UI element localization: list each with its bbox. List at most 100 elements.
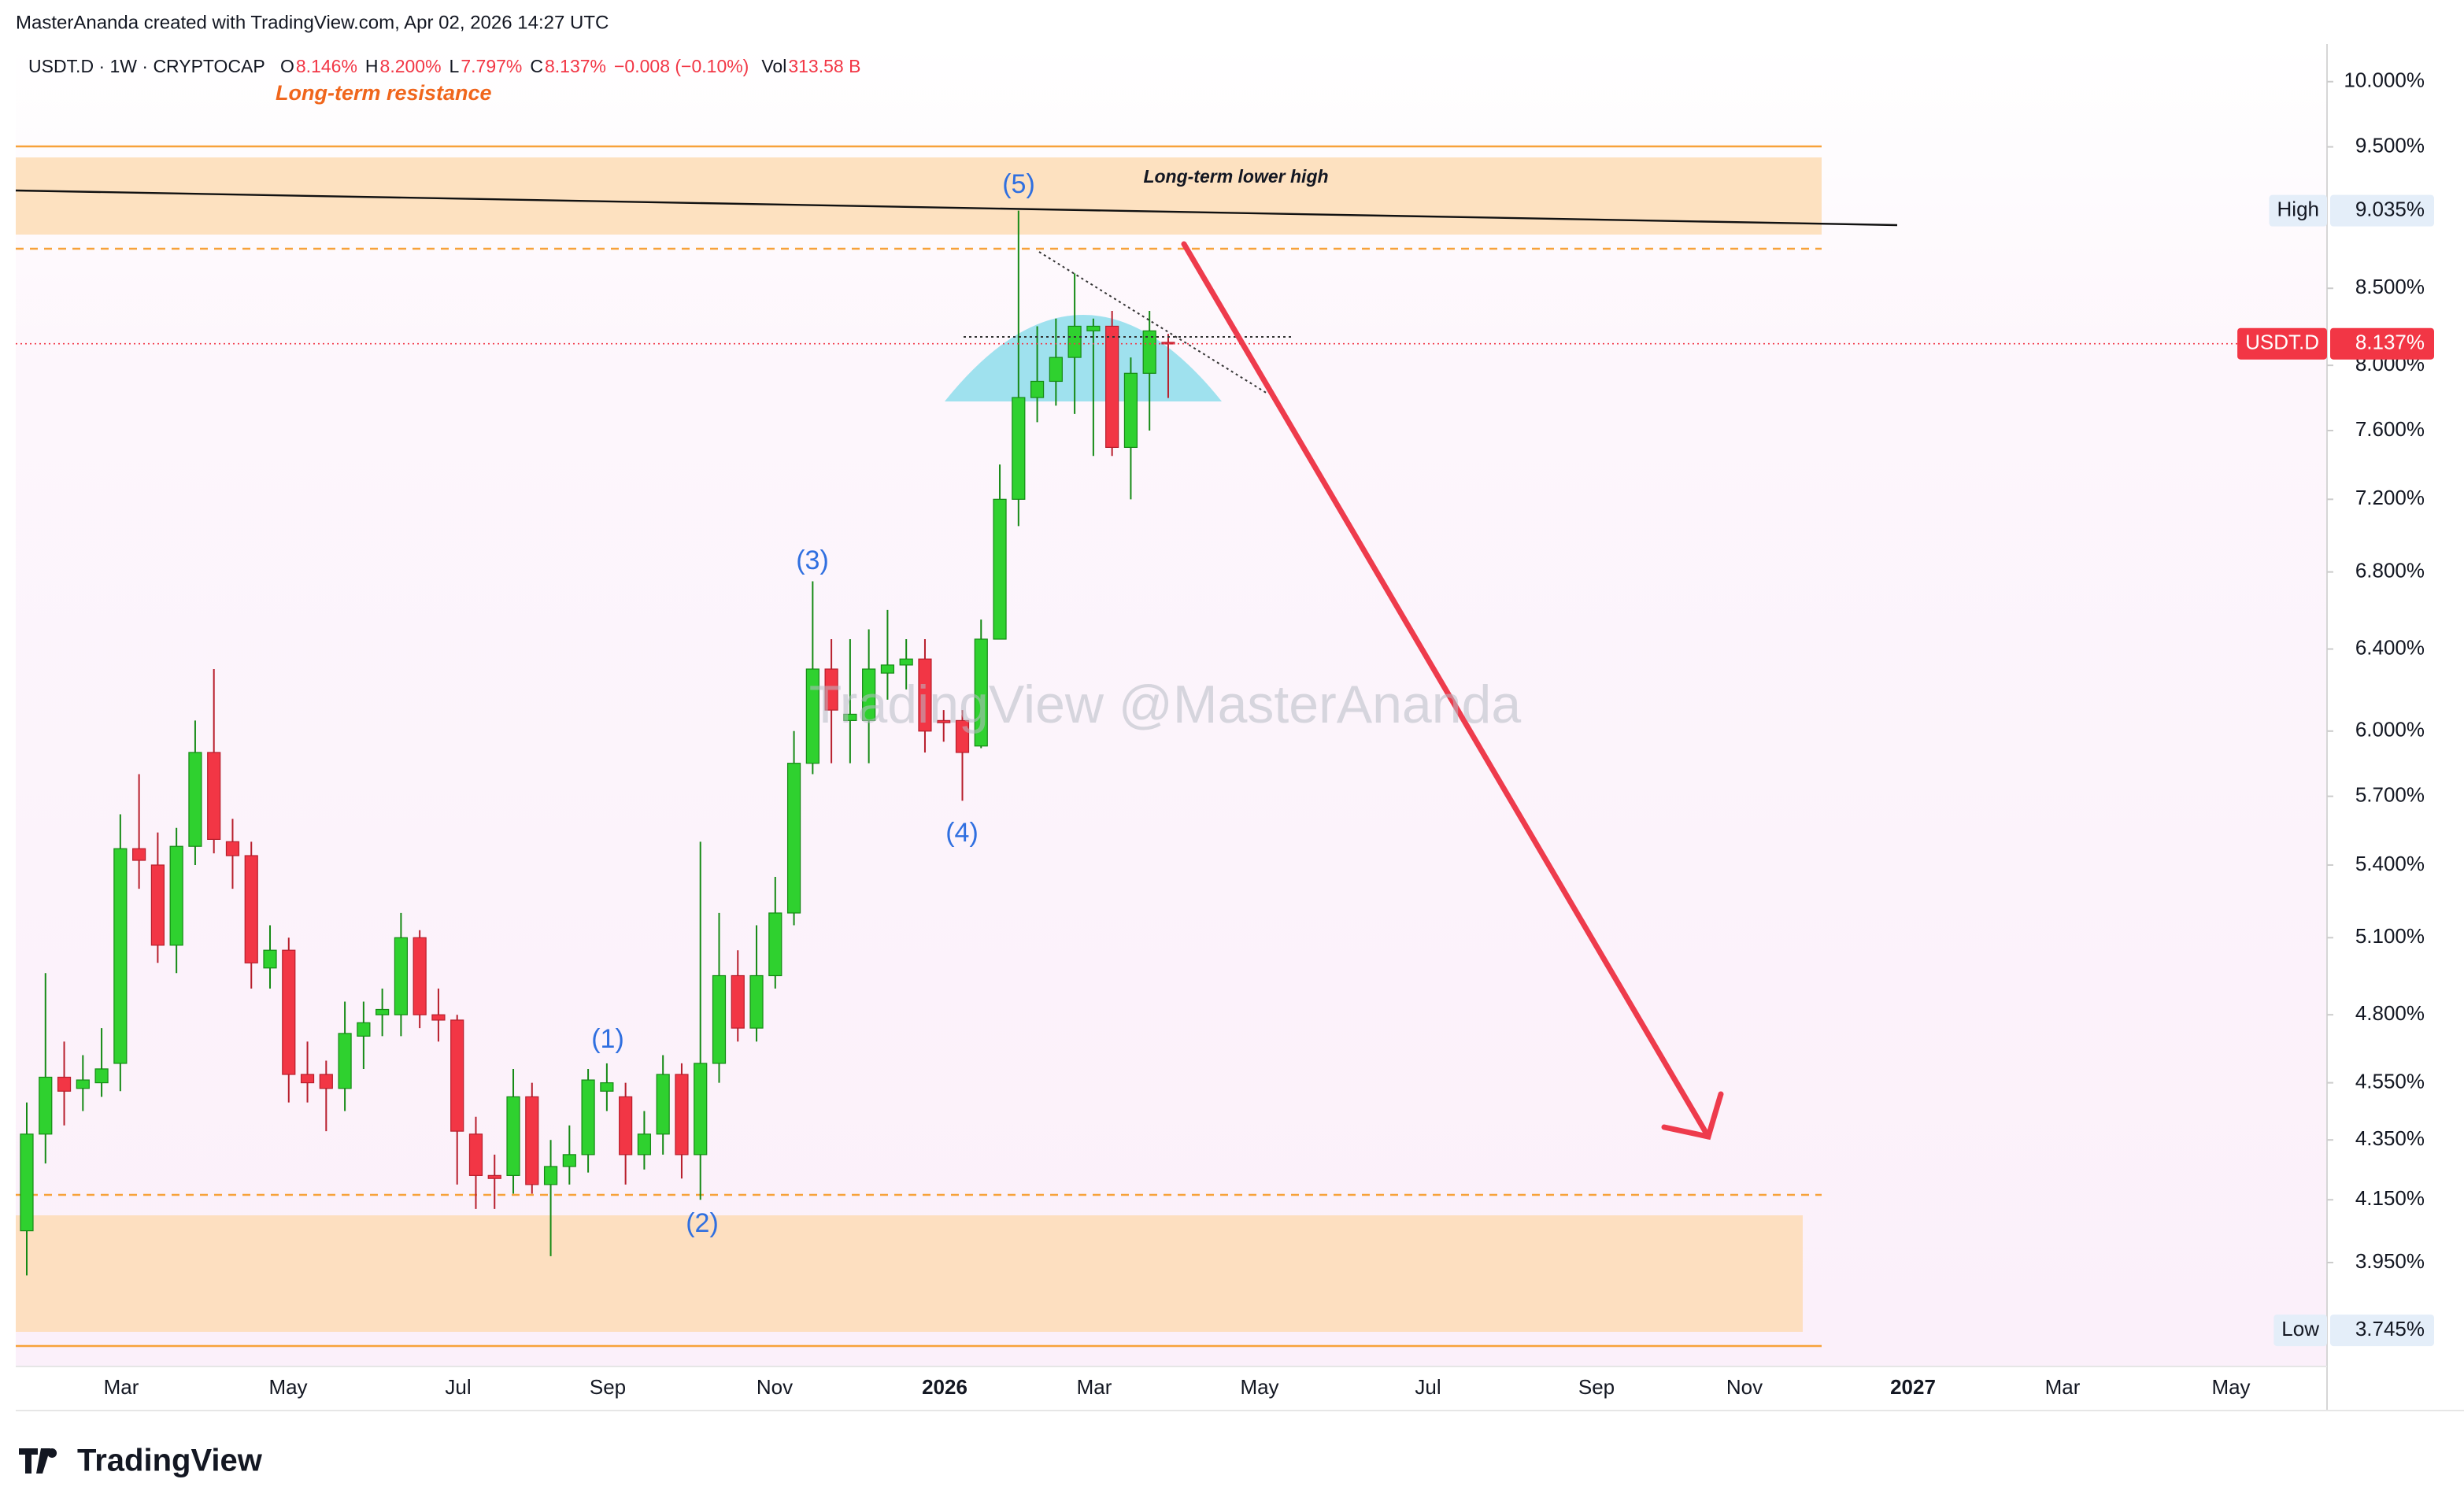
x-tick-label: Mar: [1077, 1375, 1112, 1399]
legend-change: −0.008 (−0.10%): [614, 56, 749, 76]
arrow-shaft: [1181, 241, 1711, 1140]
candle-body: [656, 1074, 670, 1135]
candle-body: [487, 1174, 501, 1179]
y-tick-label: 4.350%: [2355, 1126, 2425, 1150]
legend-value: 7.797%: [461, 56, 522, 76]
x-tick-label: May: [1240, 1375, 1278, 1399]
symbol: USDT.D · 1W · CRYPTOCAP: [28, 56, 265, 76]
price-label-name: High: [2277, 198, 2319, 221]
y-tick-label: 5.700%: [2355, 783, 2425, 807]
candle-body: [39, 1076, 53, 1135]
y-tick-label: 5.400%: [2355, 852, 2425, 875]
y-tick-label: 6.400%: [2355, 635, 2425, 659]
candle-body: [450, 1019, 464, 1132]
candle-body: [918, 658, 932, 732]
brand: TradingView: [77, 1444, 263, 1478]
x-tick-label: Mar: [2045, 1375, 2081, 1399]
candle-body: [675, 1074, 689, 1156]
candle-body: [468, 1133, 483, 1176]
y-tick-label: 7.200%: [2355, 486, 2425, 509]
x-tick-label: 2027: [1890, 1375, 1936, 1399]
candle-body: [768, 912, 782, 977]
arrow-head: [1661, 1091, 1724, 1141]
candle-body: [207, 752, 221, 840]
y-tick-label: 4.150%: [2355, 1186, 2425, 1210]
trendline: [15, 189, 1898, 227]
candle-body: [694, 1063, 708, 1156]
support-zone: [16, 1215, 1803, 1332]
candle-body: [1142, 330, 1156, 374]
candle-body: [169, 845, 183, 946]
y-tick-label: 4.550%: [2355, 1069, 2425, 1093]
y-tick-label: 3.950%: [2355, 1249, 2425, 1273]
y-tick-label: 9.500%: [2355, 133, 2425, 157]
x-tick-label: Mar: [104, 1375, 139, 1399]
candle-body: [1105, 325, 1119, 448]
candle-body: [749, 974, 764, 1029]
candle-body: [993, 498, 1007, 640]
annotation: Long-term resistance: [276, 81, 492, 105]
x-tick-label: Nov: [757, 1375, 793, 1399]
candle-body: [357, 1022, 371, 1037]
candles: [20, 210, 1175, 1276]
candle-body: [562, 1154, 576, 1167]
wave-label: (5): [1002, 169, 1035, 199]
annotation: Long-term lower high: [1143, 166, 1328, 187]
candle-body: [600, 1082, 614, 1092]
candle-body: [1049, 357, 1063, 383]
x-tick-label: Nov: [1726, 1375, 1763, 1399]
candle-body: [1012, 397, 1026, 500]
candle-body: [712, 974, 727, 1064]
legend-label: C: [530, 56, 543, 76]
candle-body: [824, 668, 838, 711]
candle-body: [619, 1096, 633, 1156]
candle-body: [300, 1074, 315, 1084]
wave-label: (1): [591, 1024, 624, 1054]
price-label-name-box: [2237, 327, 2327, 360]
wave-label: (3): [796, 545, 829, 575]
watermark: TradingView @MasterAnanda: [809, 675, 1522, 734]
price-label-value: 8.137%: [2355, 331, 2425, 354]
y-tick-label: 6.800%: [2355, 559, 2425, 582]
top-note: MasterAnanda created with TradingView.co…: [16, 12, 609, 33]
candle-body: [282, 949, 296, 1075]
dotted-line: [1038, 251, 1268, 394]
legend-value: 8.137%: [545, 56, 606, 76]
candle-body: [899, 658, 913, 666]
price-label-value: 3.745%: [2355, 1317, 2425, 1340]
legend-label: Vol: [761, 56, 786, 76]
y-tick-label: 10.000%: [2344, 68, 2425, 92]
wave-label: (4): [945, 818, 979, 848]
x-tick-label: May: [2211, 1375, 2250, 1399]
plot-background: [16, 44, 2327, 1366]
y-tick-label: 8.500%: [2355, 275, 2425, 298]
price-label-name-box: [2273, 1315, 2327, 1347]
candle-body: [263, 949, 277, 969]
price-label-value: 9.035%: [2355, 198, 2425, 221]
y-tick-label: 4.800%: [2355, 1001, 2425, 1025]
legend-value: 8.146%: [296, 56, 357, 76]
candle-body: [394, 937, 408, 1015]
candle-body: [1067, 325, 1082, 358]
candle-body: [413, 937, 427, 1015]
candle-body: [376, 1008, 390, 1015]
footer-logo: TradingView: [19, 1444, 263, 1478]
candle-body: [974, 638, 988, 747]
candle-body: [431, 1014, 446, 1021]
logo-mark: [19, 1448, 57, 1474]
candle-body: [786, 763, 801, 914]
price-label-name-box: [2269, 194, 2327, 227]
candle-body: [244, 855, 258, 963]
candle-body: [20, 1133, 34, 1232]
candle-body: [637, 1133, 652, 1156]
candle-body: [581, 1079, 595, 1156]
wave-label: (2): [686, 1208, 719, 1238]
candle-body: [113, 848, 128, 1064]
y-tick-label: 6.000%: [2355, 718, 2425, 741]
price-label-name: USDT.D: [2245, 331, 2319, 354]
candle-body: [1030, 380, 1045, 398]
candle-body: [132, 848, 146, 861]
candle-body: [319, 1074, 333, 1089]
candle-body: [1086, 325, 1101, 331]
